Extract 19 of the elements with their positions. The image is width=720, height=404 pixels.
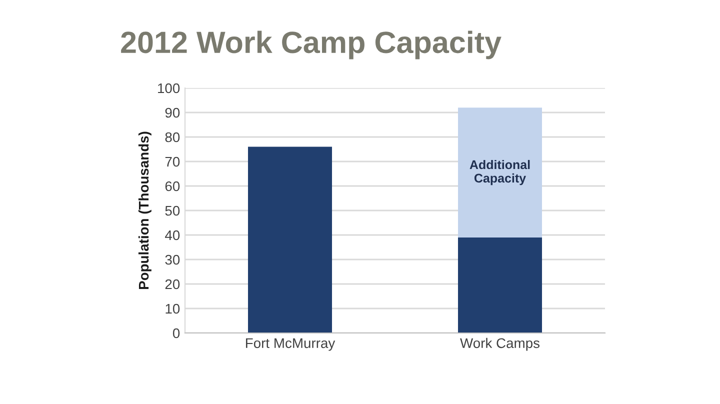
bar xyxy=(248,146,332,333)
bar xyxy=(458,108,542,238)
y-tick-label: 30 xyxy=(165,254,180,265)
y-tick-label: 70 xyxy=(165,156,180,167)
y-tick-label: 80 xyxy=(165,132,180,142)
y-tick-label: 90 xyxy=(165,108,180,118)
y-tick-label: 10 xyxy=(166,304,180,314)
y-tick-label: 0 xyxy=(172,328,180,338)
y-tick-label: 40 xyxy=(165,230,180,240)
x-tick-label: Fort McMurray xyxy=(246,338,336,351)
chart-title: 2012 Work Camp Capacity xyxy=(121,30,502,60)
y-tick-label: 60 xyxy=(165,181,180,192)
annotation: Additional Capacity xyxy=(470,160,530,186)
y-tick-label: 50 xyxy=(165,206,180,216)
bar xyxy=(458,237,542,333)
y-axis-title: Population (Thousands) xyxy=(138,132,152,290)
y-tick-label: 20 xyxy=(165,279,180,290)
x-tick-label: Work Camps xyxy=(460,338,540,351)
y-tick-label: 100 xyxy=(158,83,180,94)
